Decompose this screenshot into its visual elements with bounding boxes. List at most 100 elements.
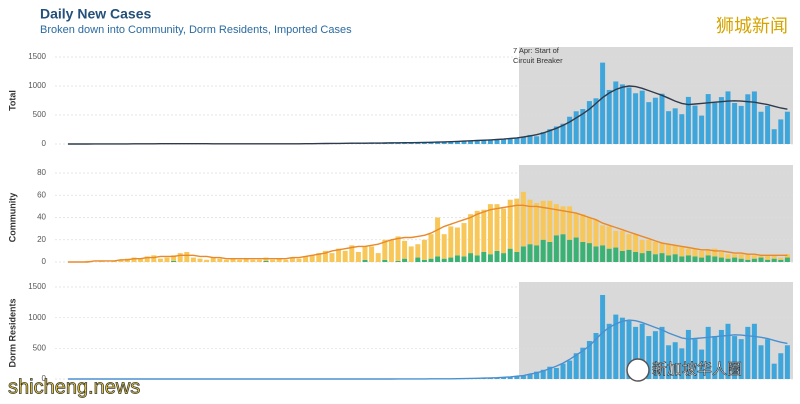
bar bbox=[738, 254, 744, 259]
bar bbox=[679, 256, 685, 262]
bar bbox=[547, 200, 553, 242]
bar bbox=[494, 139, 500, 144]
y-tick-label: 500 bbox=[33, 343, 47, 352]
y-tick-label: 0 bbox=[42, 374, 47, 383]
bar bbox=[540, 239, 546, 262]
bar bbox=[646, 336, 652, 379]
bar bbox=[309, 255, 315, 262]
bar bbox=[553, 367, 559, 379]
bar bbox=[118, 259, 124, 262]
chart-title: Daily New Cases bbox=[40, 6, 151, 22]
bar bbox=[435, 217, 441, 257]
bar bbox=[606, 226, 612, 249]
bar bbox=[402, 258, 408, 262]
bar bbox=[441, 234, 447, 259]
bar bbox=[659, 243, 665, 254]
y-tick-label: 1500 bbox=[28, 52, 46, 61]
bar bbox=[527, 199, 533, 245]
bar bbox=[534, 245, 540, 262]
chart-subtitle: Broken down into Community, Dorm Residen… bbox=[40, 24, 352, 36]
bar bbox=[481, 209, 487, 252]
bar bbox=[540, 369, 546, 379]
bar bbox=[600, 225, 606, 246]
bar bbox=[276, 258, 282, 262]
bar bbox=[435, 256, 441, 262]
bar bbox=[342, 250, 348, 262]
bar bbox=[375, 253, 381, 262]
bar bbox=[699, 349, 705, 379]
y-tick-label: 80 bbox=[37, 168, 46, 177]
bar bbox=[329, 253, 335, 262]
bar bbox=[738, 339, 744, 379]
bar bbox=[382, 259, 388, 262]
bar bbox=[692, 248, 698, 257]
bar bbox=[679, 114, 685, 144]
bar bbox=[573, 213, 579, 238]
bar bbox=[652, 331, 658, 379]
bar bbox=[494, 250, 500, 262]
bar bbox=[454, 141, 460, 144]
bar bbox=[520, 191, 526, 247]
y-axis-label: Total bbox=[7, 90, 17, 111]
bar bbox=[501, 377, 507, 379]
bar bbox=[157, 258, 163, 262]
bar bbox=[784, 257, 790, 262]
bar bbox=[547, 241, 553, 262]
bar bbox=[547, 366, 553, 379]
bar bbox=[362, 259, 368, 262]
bar bbox=[619, 84, 625, 144]
bar bbox=[699, 257, 705, 262]
bar bbox=[474, 210, 480, 256]
bar bbox=[745, 94, 751, 144]
bar bbox=[580, 241, 586, 262]
bar bbox=[243, 258, 249, 262]
bar bbox=[270, 259, 276, 262]
bar bbox=[171, 255, 177, 261]
bar bbox=[705, 94, 711, 144]
line bbox=[68, 204, 788, 263]
y-tick-label: 0 bbox=[42, 139, 47, 148]
bar bbox=[679, 246, 685, 257]
bar bbox=[289, 257, 295, 262]
bar bbox=[316, 253, 322, 262]
bar bbox=[712, 102, 718, 144]
bar bbox=[190, 257, 196, 262]
bar bbox=[408, 143, 414, 144]
bar bbox=[501, 253, 507, 262]
bar bbox=[619, 230, 625, 251]
bar bbox=[514, 198, 520, 252]
bar bbox=[507, 376, 513, 379]
watermark: 狮城新闻 bbox=[716, 16, 788, 36]
bar bbox=[540, 132, 546, 144]
bar bbox=[487, 254, 493, 262]
bar bbox=[659, 326, 665, 379]
bar bbox=[586, 101, 592, 144]
bar bbox=[468, 140, 474, 144]
bar bbox=[639, 323, 645, 379]
bar bbox=[633, 326, 639, 379]
bar bbox=[646, 239, 652, 251]
bar bbox=[415, 257, 421, 262]
bar bbox=[672, 108, 678, 144]
bar bbox=[362, 246, 368, 260]
bar bbox=[725, 91, 731, 144]
bar bbox=[487, 204, 493, 255]
y-tick-label: 60 bbox=[37, 190, 46, 199]
bar bbox=[784, 111, 790, 144]
bar bbox=[421, 259, 427, 262]
bar bbox=[633, 251, 639, 262]
bar bbox=[758, 111, 764, 144]
bar bbox=[771, 363, 777, 379]
bar bbox=[454, 227, 460, 256]
bar bbox=[626, 249, 632, 262]
bar bbox=[751, 91, 757, 144]
bar bbox=[679, 348, 685, 379]
bar bbox=[751, 255, 757, 259]
bar bbox=[666, 244, 672, 256]
y-tick-label: 20 bbox=[37, 235, 46, 244]
bar bbox=[778, 119, 784, 144]
bar bbox=[751, 323, 757, 379]
bar bbox=[223, 259, 229, 262]
bar bbox=[771, 258, 777, 262]
bar bbox=[593, 98, 599, 144]
